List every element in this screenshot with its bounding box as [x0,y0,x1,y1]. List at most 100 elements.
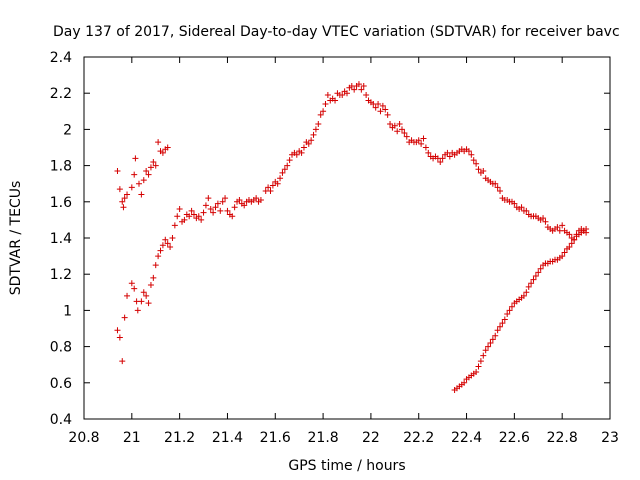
data-point [124,292,131,299]
data-point [317,111,324,118]
data-point [461,379,468,386]
data-point [300,144,307,151]
data-point [274,180,281,187]
data-point [571,236,578,243]
y-tick-label: 2.2 [50,86,72,102]
data-points [114,81,590,394]
x-tick-label: 22.2 [403,430,434,446]
data-point [145,171,152,178]
data-point [506,307,513,314]
data-point [114,327,121,334]
data-point [420,135,427,142]
data-point [511,200,518,207]
data-point [422,144,429,151]
data-point [269,182,276,189]
data-point [537,265,544,272]
data-point [339,92,346,99]
data-point [372,104,379,111]
data-point [382,106,389,113]
y-tick-label: 1.2 [50,267,72,283]
data-point [198,216,205,223]
data-point [312,126,319,133]
data-point [164,240,171,247]
data-point [147,282,154,289]
data-point [210,209,217,216]
data-point [219,198,226,205]
data-point [487,339,494,346]
data-point [492,332,499,339]
data-point [181,216,188,223]
data-point [157,247,164,254]
data-point [568,240,575,247]
data-point [358,86,365,93]
data-point [508,303,515,310]
data-point [391,122,398,129]
data-point [566,244,573,251]
data-point [186,213,193,220]
data-point [375,101,382,108]
data-point [207,206,214,213]
x-tick-label: 22 [362,430,380,446]
data-point [559,222,566,229]
data-point [501,316,508,323]
y-tick-label: 2 [63,122,72,138]
data-point [138,191,145,198]
data-point [473,368,480,375]
data-point [298,149,305,156]
data-point [150,158,157,165]
data-point [363,92,370,99]
x-tick-label: 21.8 [308,430,339,446]
data-point [315,120,322,127]
data-point [145,300,152,307]
data-point [398,126,405,133]
data-point [241,202,248,209]
data-point [344,90,350,97]
y-tick-label: 0.6 [50,376,72,392]
data-point [224,207,231,214]
data-point [162,236,169,243]
data-point [475,363,482,370]
data-point [540,215,547,222]
data-point [535,269,542,276]
data-point [236,196,243,203]
data-point [167,244,174,251]
data-point [140,289,147,296]
data-point [530,276,537,283]
data-point [267,187,274,194]
data-point [195,213,202,220]
data-point [159,242,166,249]
x-axis-label: GPS time / hours [288,458,405,474]
x-tick-label: 21 [123,430,141,446]
data-point [281,166,288,173]
data-point [116,334,123,341]
data-point [360,82,367,89]
data-point [131,171,138,178]
y-tick-label: 0.8 [50,340,72,356]
data-point [379,102,386,109]
data-point [523,207,530,214]
data-point [222,195,229,202]
data-point [143,168,150,175]
data-point [138,298,145,305]
data-point [492,180,499,187]
data-point [132,155,139,162]
data-point [128,184,135,191]
data-point [355,81,362,88]
data-point [322,101,329,108]
data-point [253,195,260,202]
data-point [520,292,527,299]
data-point [542,218,549,225]
data-point [559,253,566,260]
data-point [200,209,207,216]
data-point [523,289,530,296]
data-point [480,352,487,359]
data-point [324,92,331,99]
data-point [176,206,183,213]
data-point [477,358,484,365]
data-point [159,149,166,156]
data-point [465,148,472,155]
data-point [171,222,178,229]
data-point [121,195,128,202]
y-tick-label: 1.4 [50,231,72,247]
data-point [231,204,238,211]
